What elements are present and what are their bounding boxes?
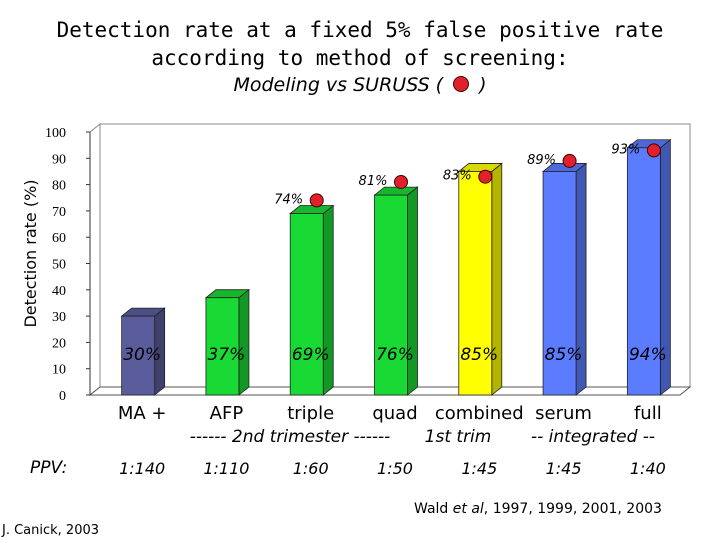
ppv-value: 1:45 — [546, 459, 582, 478]
suruss-marker — [309, 193, 324, 208]
chart-title-line1: Detection rate at a fixed 5% false posit… — [56, 18, 664, 42]
citation: Wald et al, 1997, 1999, 2001, 2003 — [414, 501, 662, 517]
bar-side — [322, 204, 334, 396]
citation-italic: et al — [452, 501, 484, 517]
bar-value-label: 30% — [123, 345, 161, 365]
y-tick-label: 90 — [52, 152, 66, 167]
bar — [458, 171, 493, 396]
bar — [374, 194, 408, 396]
ppv-value: 1:45 — [461, 459, 497, 478]
author-credit: J. Canick, 2003 — [2, 523, 100, 538]
y-tick-label: 70 — [52, 205, 66, 220]
bar-side — [238, 288, 250, 396]
citation-suffix: , 1997, 1999, 2001, 2003 — [483, 501, 662, 517]
category-label: full — [634, 403, 662, 424]
ppv-value: 1:110 — [203, 459, 249, 478]
suruss-marker-label: 83% — [443, 169, 472, 184]
subtitle-right-text: ) — [479, 74, 487, 96]
bar — [205, 297, 240, 396]
ppv-value: 1:60 — [293, 459, 329, 478]
bar — [542, 171, 577, 396]
category-label: triple — [287, 403, 334, 424]
subtitle-left-text: Modeling vs SURUSS ( — [233, 74, 444, 96]
y-tick-label: 10 — [52, 363, 66, 378]
category-label: AFP — [210, 403, 244, 424]
y-tick-label: 30 — [52, 310, 66, 325]
suruss-marker — [478, 169, 493, 184]
ppv-label: PPV: — [30, 458, 68, 478]
group-label-integrated: -- integrated -- — [531, 427, 655, 447]
y-tick-label: 20 — [52, 336, 66, 351]
y-tick-label: 0 — [59, 389, 66, 404]
bar-value-label: 85% — [460, 345, 498, 365]
y-tick-label: 50 — [52, 258, 66, 273]
bar-value-label: 94% — [629, 345, 667, 365]
ppv-value: 1:50 — [377, 459, 413, 478]
chart-subtitle: Modeling vs SURUSS () — [0, 74, 720, 96]
group-label-first-trimester: 1st trim — [425, 427, 492, 447]
suruss-marker-legend-icon — [453, 76, 470, 92]
bar — [289, 213, 324, 396]
category-label: MA + — [118, 403, 167, 424]
y-tick-label: 40 — [52, 284, 66, 299]
suruss-marker — [646, 143, 661, 158]
category-label: quad — [372, 403, 417, 424]
group-label-second-trimester: ------ 2nd trimester ------ — [190, 427, 391, 447]
bar-value-label: 69% — [292, 345, 330, 365]
y-tick-label: 80 — [52, 179, 66, 194]
ppv-value: 1:40 — [630, 459, 666, 478]
bar — [121, 315, 156, 396]
suruss-marker — [394, 174, 408, 189]
y-tick-label: 60 — [52, 231, 66, 246]
suruss-marker-label: 93% — [611, 142, 640, 157]
citation-prefix: Wald — [414, 501, 453, 517]
category-label: combined — [435, 403, 524, 424]
y-axis-label: Detection rate (%) — [21, 179, 40, 327]
bar — [626, 147, 661, 396]
bar-value-label: 37% — [208, 345, 246, 365]
suruss-marker-label: 89% — [527, 153, 556, 168]
chart-title-line2: according to method of screening: — [151, 46, 569, 70]
suruss-marker — [562, 153, 577, 168]
ppv-value: 1:140 — [119, 459, 165, 478]
bar-value-label: 76% — [376, 345, 414, 365]
suruss-marker-label: 81% — [359, 174, 388, 189]
category-label: serum — [535, 403, 592, 424]
chart-side-wall — [89, 122, 101, 397]
y-tick-label: 100 — [45, 126, 66, 141]
suruss-marker-label: 74% — [274, 192, 303, 207]
bar-value-label: 85% — [545, 345, 583, 365]
